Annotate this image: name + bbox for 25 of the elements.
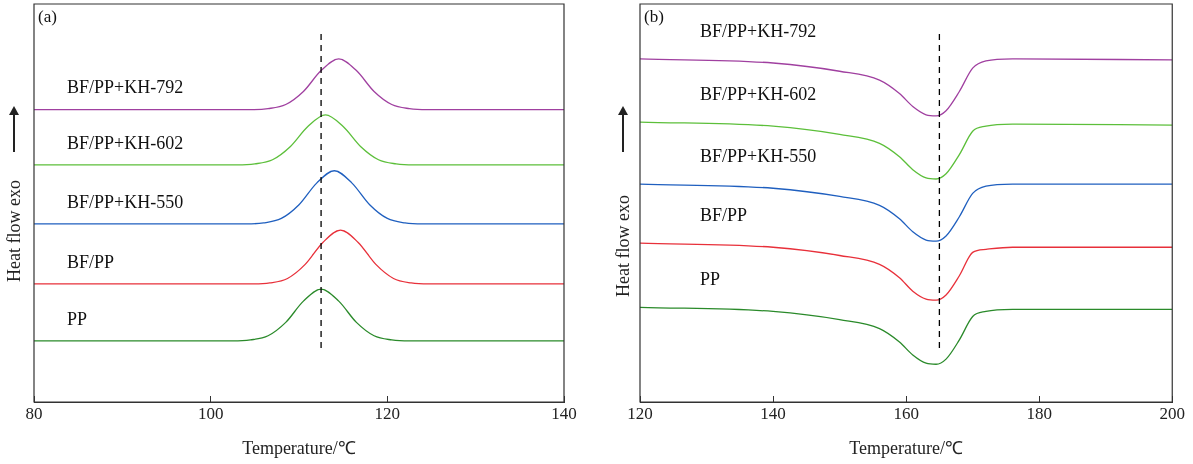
series-label: BF/PP+KH-602 [700,83,817,104]
x-tick-label: 120 [374,403,401,423]
x-tick-label: 180 [1026,403,1052,423]
y-axis-title: Heat flow exo [4,180,25,282]
x-tick-label: 140 [760,403,786,423]
x-tick-label: 140 [551,403,577,423]
chart-title: (b) [644,6,664,26]
series-label: PP [67,308,88,329]
x-tick-label: 160 [893,403,919,423]
x-tick-label: 200 [1159,403,1185,423]
series-label: BF/PP+KH-792 [67,77,184,98]
chart-title: (a) [38,6,57,26]
y-axis-title: Heat flow exo [613,195,634,297]
series-label: BF/PP+KH-792 [700,20,817,41]
series-label: BF/PP+KH-550 [700,145,817,166]
x-tick-label: 80 [25,403,43,423]
x-tick-label: 120 [627,403,653,423]
series-label: PP [700,269,721,290]
x-axis-title: Temperature/℃ [849,437,963,458]
series-label: BF/PP [700,204,748,225]
series-label: BF/PP+KH-550 [67,191,184,212]
x-tick-label: 100 [197,403,224,423]
series-label: BF/PP+KH-602 [67,132,184,153]
series-label: BF/PP [67,251,115,272]
x-axis-title: Temperature/℃ [242,437,356,458]
